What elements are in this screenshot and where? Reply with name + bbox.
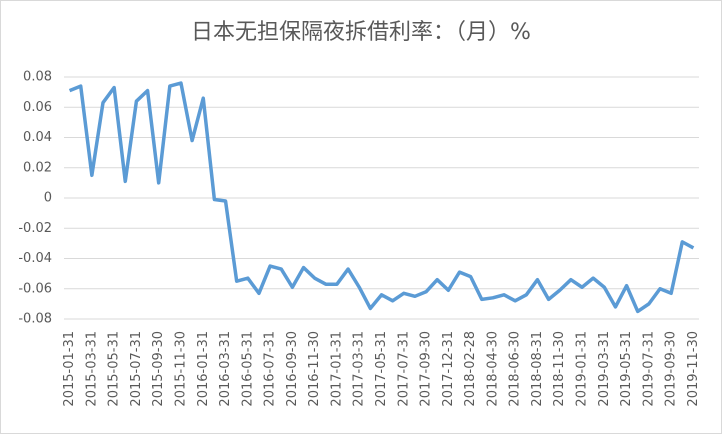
x-tick-label: 2019-03-31 bbox=[597, 331, 612, 407]
x-tick-label: 2016-09-30 bbox=[285, 331, 300, 407]
x-tick-label: 2019-09-30 bbox=[664, 331, 679, 407]
x-tick-label: 2018-06-30 bbox=[508, 331, 523, 407]
x-tick-label: 2016-03-31 bbox=[218, 331, 233, 407]
x-tick-label: 2017-09-30 bbox=[419, 331, 434, 407]
x-tick-label: 2015-05-31 bbox=[107, 331, 122, 407]
x-tick-label: 2018-02-28 bbox=[463, 331, 478, 407]
y-tick-label: -0.08 bbox=[18, 312, 52, 327]
y-tick-label: 0.04 bbox=[23, 130, 52, 145]
y-tick-label: 0 bbox=[44, 191, 52, 206]
x-tick-label: 2019-11-30 bbox=[686, 331, 701, 407]
x-tick-label: 2018-08-31 bbox=[530, 331, 545, 407]
x-tick-label: 2015-07-31 bbox=[129, 331, 144, 407]
x-tick-label: 2017-05-31 bbox=[374, 331, 389, 407]
x-tick-label: 2017-01-31 bbox=[329, 331, 344, 407]
chart-title: 日本无担保隔夜拆借利率：（月）% bbox=[191, 20, 531, 45]
x-tick-label: 2019-01-31 bbox=[575, 331, 590, 407]
y-tick-label: 0.02 bbox=[23, 160, 52, 175]
x-tick-label: 2016-07-31 bbox=[263, 331, 278, 407]
line-series bbox=[68, 81, 695, 314]
x-tick-label: 2015-01-31 bbox=[62, 331, 77, 407]
y-tick-label: 0.06 bbox=[23, 100, 52, 115]
x-tick-label: 2016-01-31 bbox=[196, 331, 211, 407]
y-tick-label: 0.08 bbox=[23, 70, 52, 85]
y-tick-label: -0.06 bbox=[18, 281, 52, 296]
x-tick-label: 2019-07-31 bbox=[641, 331, 656, 407]
y-tick-label: -0.02 bbox=[18, 221, 52, 236]
x-tick-label: 2017-03-31 bbox=[352, 331, 367, 407]
x-tick-label: 2016-11-30 bbox=[307, 331, 322, 407]
x-tick-label: 2017-12-31 bbox=[441, 331, 456, 407]
x-tick-label: 2017-07-31 bbox=[396, 331, 411, 407]
y-tick-label: -0.04 bbox=[18, 251, 52, 266]
x-tick-label: 2016-05-31 bbox=[240, 331, 255, 407]
x-tick-label: 2018-11-30 bbox=[552, 331, 567, 407]
x-tick-label: 2019-05-31 bbox=[619, 331, 634, 407]
x-tick-label: 2018-04-30 bbox=[485, 331, 500, 407]
x-tick-label: 2015-11-30 bbox=[173, 331, 188, 407]
x-tick-label: 2015-03-31 bbox=[84, 331, 99, 407]
x-tick-label: 2015-09-30 bbox=[151, 331, 166, 407]
